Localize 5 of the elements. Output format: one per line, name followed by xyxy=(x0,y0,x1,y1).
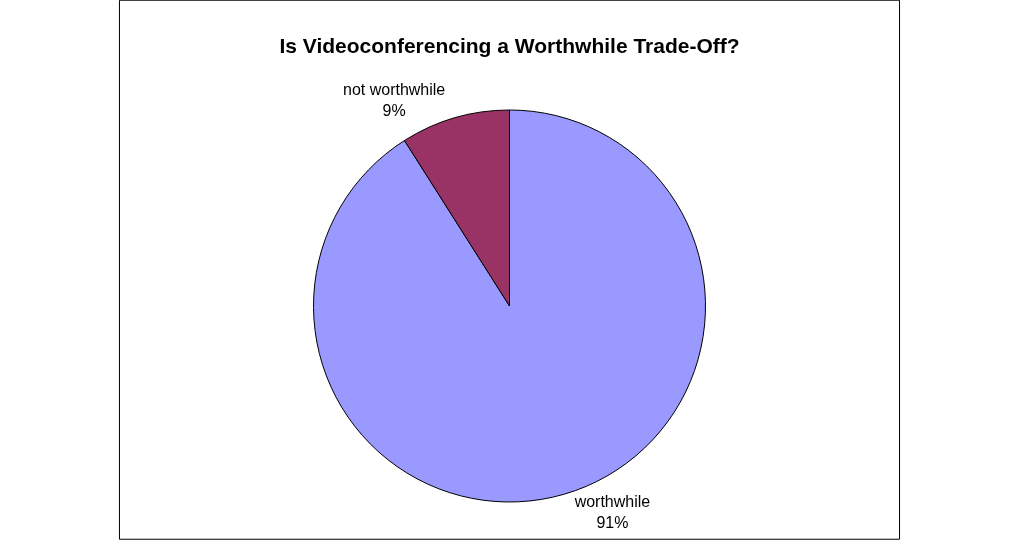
data-label: 9% xyxy=(382,102,406,120)
chart-title: Is Videoconferencing a Worthwhile Trade-Off? xyxy=(279,33,740,57)
slice-label: not worthwhile xyxy=(342,81,446,99)
slice-label: worthwhile xyxy=(573,492,651,510)
data-label: 91% xyxy=(596,513,629,531)
